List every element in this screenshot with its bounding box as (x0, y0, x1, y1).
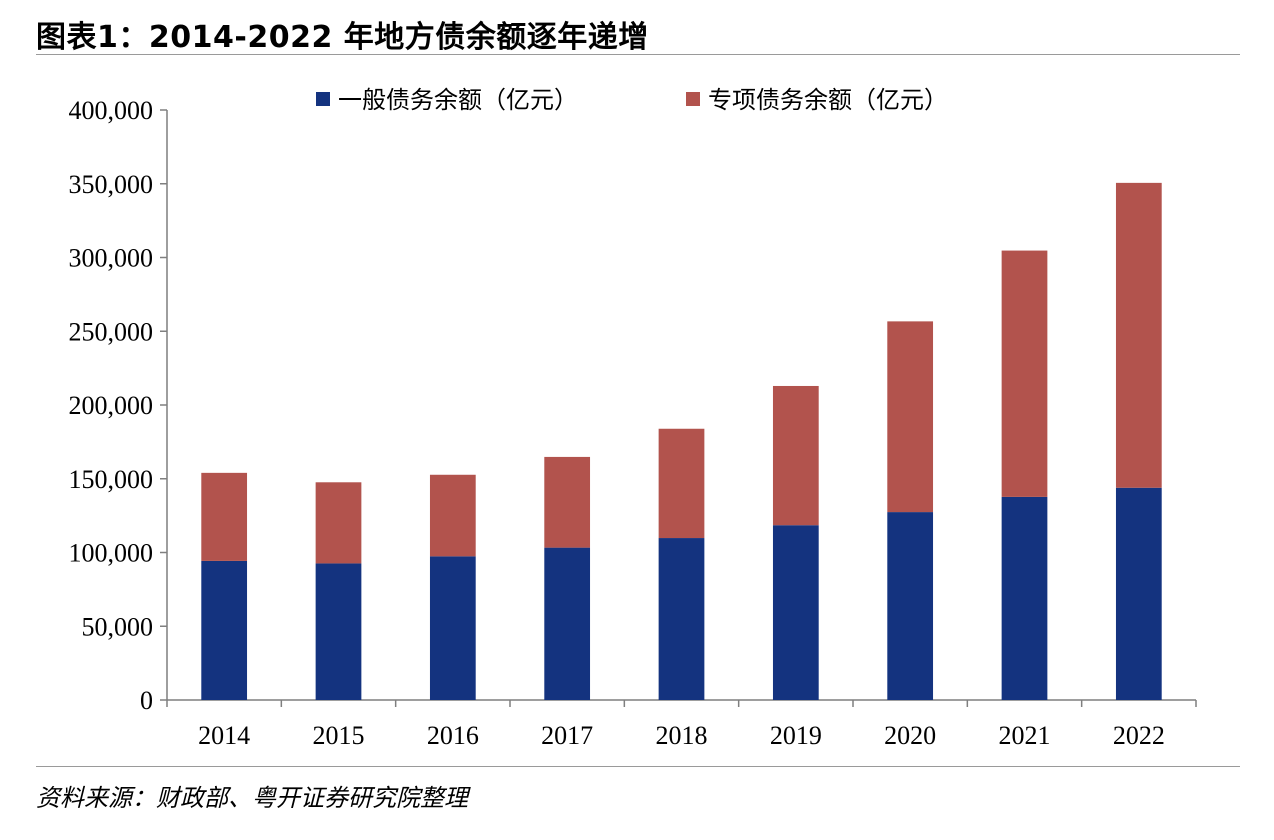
bar-special-debt-2022 (1115, 182, 1162, 488)
bar-special-debt-2018 (658, 428, 705, 539)
bar-general-debt-2017 (544, 547, 591, 700)
x-tick-label: 2014 (198, 721, 250, 750)
x-tick-label: 2021 (999, 721, 1051, 750)
legend-swatch-special-debt (686, 92, 700, 106)
bar-special-debt-2015 (315, 482, 362, 564)
x-tick-label: 2020 (884, 721, 936, 750)
x-tick-label: 2018 (656, 721, 708, 750)
legend-label-general-debt: 一般债务余额（亿元） (338, 86, 578, 114)
y-tick-label: 350,000 (69, 170, 154, 199)
y-tick-label: 200,000 (69, 391, 154, 420)
legend-swatch-general-debt (316, 92, 330, 106)
bar-general-debt-2019 (772, 525, 819, 700)
y-tick-label: 250,000 (69, 317, 154, 346)
y-tick-label: 300,000 (69, 244, 154, 273)
title-divider (36, 54, 1240, 55)
x-tick-label: 2017 (541, 721, 593, 750)
x-tick-label: 2022 (1113, 721, 1165, 750)
source-note: 资料来源：财政部、粤开证券研究院整理 (36, 784, 468, 812)
bar-general-debt-2015 (315, 563, 362, 700)
bar-general-debt-2020 (887, 512, 934, 700)
legend-label-special-debt: 专项债务余额（亿元） (708, 86, 948, 114)
footer-divider (36, 766, 1240, 767)
bar-special-debt-2021 (1001, 250, 1048, 497)
x-tick-label: 2015 (313, 721, 365, 750)
bar-general-debt-2018 (658, 538, 705, 700)
bar-special-debt-2016 (429, 474, 476, 557)
y-tick-label: 50,000 (82, 612, 154, 641)
x-tick-label: 2016 (427, 721, 479, 750)
y-tick-label: 100,000 (69, 539, 154, 568)
x-tick-label: 2019 (770, 721, 822, 750)
bar-general-debt-2021 (1001, 496, 1048, 700)
chart-title: 图表1：2014-2022 年地方债余额逐年递增 (36, 20, 649, 55)
bar-special-debt-2019 (772, 385, 819, 526)
bar-special-debt-2014 (201, 472, 248, 561)
y-tick-label: 0 (140, 686, 153, 715)
y-tick-label: 400,000 (69, 96, 154, 125)
bar-general-debt-2014 (201, 560, 248, 700)
bar-general-debt-2016 (429, 556, 476, 700)
bar-general-debt-2022 (1115, 487, 1162, 700)
bar-special-debt-2017 (544, 456, 591, 548)
bar-special-debt-2020 (887, 321, 934, 513)
y-tick-label: 150,000 (69, 465, 154, 494)
